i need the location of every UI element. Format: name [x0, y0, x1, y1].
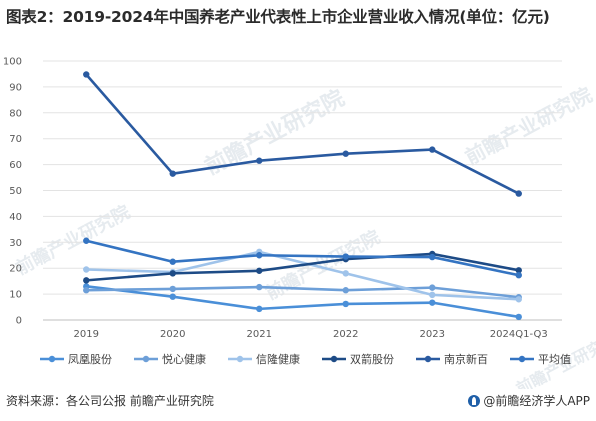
series-layer — [83, 71, 522, 321]
data-point — [83, 287, 90, 294]
y-tick-label: 20 — [9, 264, 22, 275]
legend-label: 平均值 — [538, 353, 571, 366]
data-point — [429, 291, 436, 299]
legend-item: 双箭股份 — [322, 352, 394, 366]
y-tick-label: 80 — [9, 108, 22, 119]
brand-credit: @前瞻经济学人APP — [468, 392, 590, 409]
data-point — [515, 296, 522, 303]
legend-marker — [330, 355, 338, 363]
x-tick-label: 2022 — [333, 329, 358, 340]
data-point — [515, 313, 522, 321]
data-point — [256, 283, 263, 291]
y-tick-label: 100 — [3, 57, 22, 68]
data-point — [515, 271, 522, 279]
legend-marker — [236, 355, 244, 363]
data-point — [342, 253, 349, 260]
legend-item: 平均值 — [510, 353, 571, 366]
data-point — [83, 237, 90, 244]
legend-marker — [48, 355, 56, 363]
legend-label: 悦心健康 — [162, 352, 206, 366]
x-tick-label: 2023 — [420, 329, 445, 340]
data-point — [429, 299, 436, 306]
brand-logo-icon — [468, 395, 481, 407]
data-point — [342, 300, 349, 308]
y-tick-label: 90 — [9, 82, 22, 93]
legend-item: 南京新百 — [416, 352, 488, 366]
y-axis-ticks: 0 10 20 30 40 50 60 70 80 90 100 — [3, 57, 22, 327]
data-point — [342, 270, 349, 277]
data-point — [429, 146, 436, 153]
source-note: 资料来源：各公司公报 前瞻产业研究院 — [6, 394, 214, 408]
data-point — [256, 305, 263, 313]
y-tick-label: 70 — [9, 134, 22, 145]
x-axis-ticks: 2019 2020 2021 2022 2023 2024Q1-Q3 — [74, 329, 548, 340]
y-tick-label: 40 — [9, 212, 22, 223]
data-point — [429, 284, 436, 291]
series-平均值 — [83, 237, 522, 279]
legend-marker — [424, 355, 432, 363]
legend-marker — [518, 355, 526, 363]
series-line — [86, 285, 519, 319]
legend-item: 凤凰股份 — [40, 353, 112, 366]
legend-item: 悦心健康 — [134, 352, 206, 366]
data-point — [342, 150, 349, 157]
series-line — [86, 252, 519, 282]
data-point — [83, 71, 90, 78]
data-point — [169, 293, 176, 300]
data-point — [83, 277, 90, 284]
x-tick-label: 2020 — [160, 329, 185, 340]
series-凤凰股份 — [83, 283, 522, 321]
legend-marker — [142, 355, 150, 363]
y-tick-label: 0 — [16, 316, 22, 327]
legend-label: 信隆健康 — [256, 352, 300, 366]
footer: 资料来源：各公司公报 前瞻产业研究院 @前瞻经济学人APP — [0, 389, 596, 421]
x-tick-label: 2024Q1-Q3 — [490, 329, 548, 340]
series-line — [86, 250, 519, 301]
data-point — [256, 267, 263, 274]
grid-lines — [43, 60, 562, 321]
y-tick-label: 60 — [9, 160, 22, 171]
chart-title: 图表2：2019-2024年中国养老产业代表性上市企业营业收入情况(单位：亿元) — [6, 8, 550, 26]
data-point — [429, 253, 436, 261]
series-line — [85, 239, 520, 277]
y-tick-label: 10 — [9, 290, 22, 301]
data-point — [515, 267, 522, 274]
data-point — [169, 258, 176, 265]
series-南京新百 — [83, 71, 522, 197]
data-point — [515, 190, 522, 197]
legend-item: 信隆健康 — [228, 352, 300, 366]
data-point — [342, 287, 349, 294]
legend-label: 双箭股份 — [350, 352, 394, 366]
watermark-text: 前瞻产业研究院 — [12, 201, 134, 280]
y-tick-label: 50 — [9, 186, 22, 197]
legend-label: 凤凰股份 — [68, 353, 112, 366]
data-point — [256, 157, 263, 164]
y-tick-label: 30 — [9, 238, 22, 249]
legend: 凤凰股份 悦心健康 信隆健康 双箭股份 南京新百 平均值 — [40, 352, 571, 366]
data-point — [169, 270, 176, 277]
data-point — [169, 170, 176, 177]
series-line — [86, 285, 519, 299]
watermark-text: 前瞻产业研究院 — [262, 226, 384, 305]
x-tick-label: 2021 — [247, 329, 272, 340]
brand-text: @前瞻经济学人APP — [483, 394, 590, 408]
data-point — [169, 285, 176, 293]
series-line — [85, 73, 520, 195]
data-point — [83, 266, 90, 273]
x-tick-label: 2019 — [74, 329, 99, 340]
data-point — [256, 252, 263, 259]
watermark-text: 前瞻产业研究院 — [461, 82, 596, 169]
legend-label: 南京新百 — [444, 352, 488, 366]
